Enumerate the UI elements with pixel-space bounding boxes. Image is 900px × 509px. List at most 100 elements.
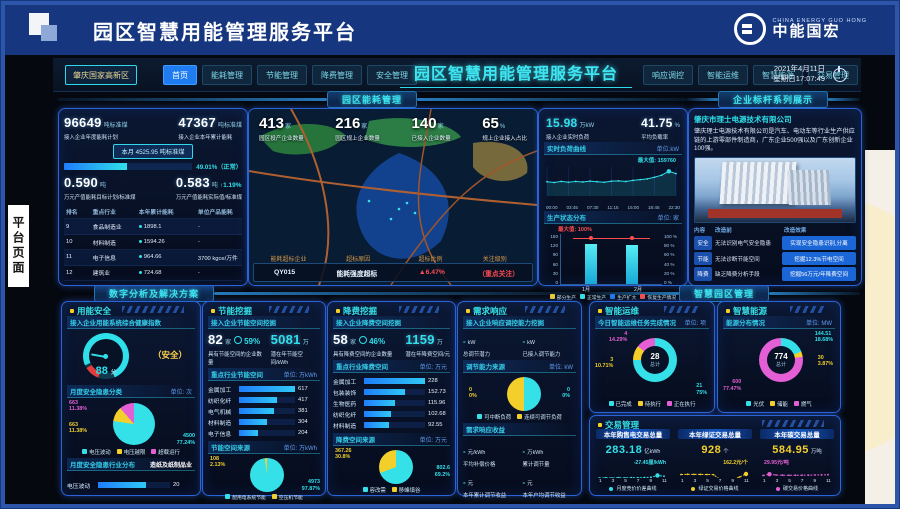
ticker-cell: （重点关注）: [478, 270, 520, 278]
dot-icon: [138, 224, 142, 228]
axis-label: 150: [550, 234, 558, 239]
kpi-intensity-target: 0.590 吨 万元产值能耗目标计划/标准煤: [64, 175, 136, 201]
legend-dot: [116, 449, 122, 454]
tick-label: 9: [813, 479, 817, 484]
nav-tab[interactable]: 安全管理: [367, 65, 417, 85]
nav-tab[interactable]: 首页: [163, 65, 197, 85]
power-icon[interactable]: [833, 66, 847, 82]
legend-dot: [82, 449, 88, 454]
tick-label: 5: [788, 479, 791, 484]
nav-tab[interactable]: 能耗管理: [202, 65, 252, 85]
kpi-saving-companies: 82 家 59% 具有节能空间的企业数量: [208, 332, 262, 366]
panel-title-ops: 智能运维: [598, 305, 639, 317]
axis-label: 20 %: [664, 270, 675, 276]
trade-x-ticks: 1 3 5 7 9 11: [760, 479, 834, 484]
nav-tab[interactable]: 响应调控: [643, 65, 693, 85]
tick-label: 11:15: [607, 205, 619, 210]
legend-dot: [775, 486, 780, 491]
gauge-value: 88 分: [95, 365, 117, 377]
bar-track: [239, 419, 295, 425]
kpi-unit: kW: [527, 340, 535, 346]
tick-label: 11: [661, 479, 667, 484]
axis-label: 120: [550, 243, 558, 249]
stat-number: 65: [482, 115, 499, 132]
stat-label: 园区规上企业数量: [335, 136, 381, 142]
bar-track: [98, 482, 170, 488]
date-line1: 2021年4月11日: [773, 64, 825, 73]
health-gauge: [83, 333, 129, 379]
kpi-label: 本年累计调节收益: [463, 493, 507, 499]
prod-axis-left: 150 120 90 60 30 0: [544, 234, 558, 285]
nav-center-title: 园区智慧用能管理服务平台: [400, 60, 632, 88]
tick-label: 03:45: [566, 205, 578, 210]
map-stat-value: 216家: [335, 115, 380, 133]
table-cell: 材料制造: [92, 240, 116, 247]
alert-header-row: 能耗超标企业 超标原因 超标比例 关注级别: [259, 254, 527, 263]
side-tab-label: 平台页面: [8, 205, 29, 287]
stat-label: 园区投产企业数量: [259, 136, 304, 142]
nav-tab[interactable]: 节能管理: [257, 65, 307, 85]
progress-fill: [64, 163, 127, 170]
panel-park-map: 413家 园区投产企业数量 216家 园区规上企业数量 140家 已接入企业数量 65% 规上…: [248, 108, 538, 286]
saving-pie-area: 108 2.13% 4973 97.87%: [210, 456, 320, 492]
bar-label: 电子信息: [208, 431, 232, 438]
bar-row: 纺织化纤 417: [208, 396, 320, 405]
ticker-cell: 能耗超标企业: [270, 257, 307, 263]
prod-bars: [560, 234, 662, 285]
production-status-chart: 150 120 90 60 30 0 100 % 80 % 60 % 40 % 20 % 0 %: [544, 234, 682, 285]
section-energy-mgmt: 园区能耗管理: [58, 91, 687, 108]
kpi-unit: 元/kWh: [467, 450, 486, 456]
load-x-ticks: 00:00 03:45 07:30 11:15 15:00 18:45 22:30: [544, 205, 682, 210]
gauge-status: （安全）: [152, 350, 187, 360]
legend-item: 正在执行: [666, 400, 695, 408]
kpi-label: 本年户均调节收益: [522, 493, 566, 499]
nav-tab[interactable]: 智能运维: [698, 65, 748, 85]
trade-x-ticks: 1 3 5 7 9 11: [596, 479, 670, 484]
map-stat: 216家园区规上企业数量: [335, 115, 380, 142]
table-header-row: 排名 重点行业 本年累计能耗 单位产品能耗: [64, 204, 242, 220]
region-selector[interactable]: 肇庆国家高新区: [65, 65, 137, 85]
stat-unit: 家: [437, 124, 444, 130]
bar-label: 金属加工: [333, 379, 357, 386]
tick-label: 00:00: [546, 205, 558, 210]
mix-legend: 光伏 储能 燃气: [723, 400, 835, 408]
stat-unit: 家: [361, 124, 368, 130]
nav-tab[interactable]: 降费管理: [312, 65, 362, 85]
hazard-legend: 电压波动 电压越限 超载运行: [67, 448, 195, 456]
hazard-pie: [113, 403, 155, 445]
legend-item: 已完成: [608, 400, 632, 408]
tick-label: 5: [624, 479, 627, 484]
kpi-unit: kW: [467, 340, 476, 346]
tick-label: 7: [718, 479, 722, 484]
ticker-cell: ▲6.47%: [418, 269, 445, 276]
tick-label: 3: [775, 479, 779, 484]
max-line: [573, 238, 650, 239]
bar-label: 金属加工: [208, 387, 232, 394]
slide-deco: [865, 150, 895, 504]
legend-dot: [609, 486, 614, 491]
kpi-value: -: [463, 478, 466, 487]
ticker-cell: QY015: [273, 269, 296, 276]
ops-legend: 已完成 待执行 正在执行: [595, 400, 709, 408]
saving-legend: 配用电系统节能 空压机节能: [208, 494, 320, 501]
fee-legend: 容改需 移峰填谷: [333, 486, 450, 494]
park-map[interactable]: [249, 109, 537, 285]
bar-fill: [364, 422, 389, 428]
legend-item: 电压越限: [116, 448, 145, 456]
tick-label: 9: [731, 479, 735, 484]
nav-tab[interactable]: 智慧能源: [753, 65, 803, 85]
mix-donut-area: 144.51 18.68% 30 3.87% 774 总计 600 77.47%: [723, 331, 833, 392]
kpi-item: - 元本年累计调节收益: [463, 472, 517, 499]
kpi-saving-potential: 5081 万 潜在年节能空间/kWh: [270, 332, 309, 366]
trade-number: 283.18: [605, 444, 643, 456]
trade-columns: 本年购售电交易总量 283.18 亿kWh -27.45厘/kWh 1 3 5 7 9 11 月度竞…: [596, 429, 834, 492]
trade-column: 本年碳交易总量 584.95 万吨 29.95元/吨 1 3 5 7 9 11 碳交易价格曲线: [760, 429, 834, 492]
gauge-needle: [91, 353, 107, 358]
table-cell: 电子信息: [92, 255, 116, 262]
axis-label: 0 %: [664, 279, 672, 285]
table-cell: 9: [66, 223, 70, 230]
bar-track: [364, 422, 425, 428]
table-header-cell: 本年累计能耗: [138, 209, 174, 216]
bar-track: [239, 397, 295, 403]
panel-energy-safety: 用能安全 接入企业用能系统综合健康指数 88 分 （安全） 月度安全隐患分类 单位…: [61, 301, 201, 496]
